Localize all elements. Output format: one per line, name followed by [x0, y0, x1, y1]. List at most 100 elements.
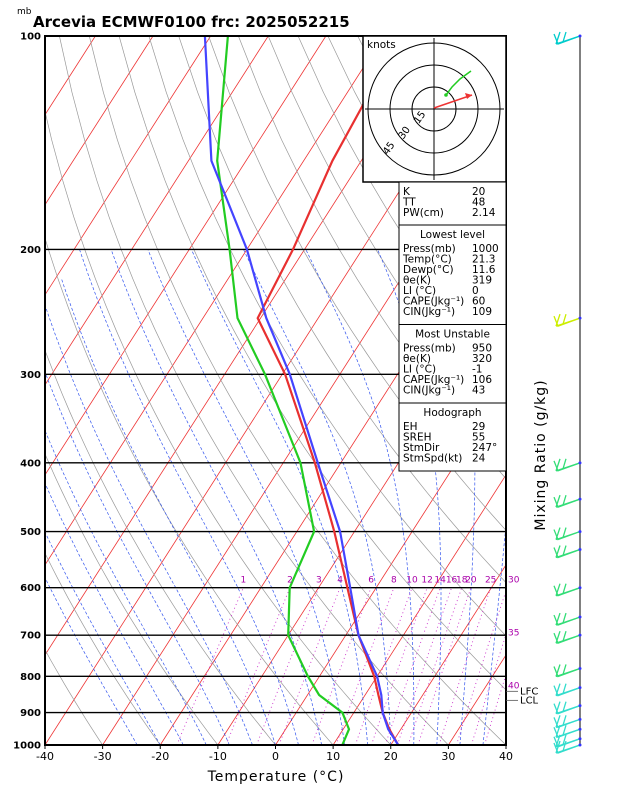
table-label: Press(mb): [403, 243, 456, 255]
table-value: 320: [472, 353, 492, 365]
table-label: StmDir: [403, 442, 440, 454]
y-tick-label: 600: [20, 583, 41, 594]
wind-barb-dot: [578, 615, 582, 619]
isotherm-line: [45, 36, 384, 566]
hodograph-trace: [445, 70, 472, 96]
dry-adiabat-line: [45, 649, 103, 745]
moist-adiabat-line: [45, 370, 230, 745]
table-label: CAPE(Jkg⁻¹): [403, 296, 464, 308]
wind-barb-staff: [555, 587, 581, 597]
x-tick-label: 0: [272, 750, 279, 763]
mixing-ratio-line: [311, 587, 372, 745]
plot-area: [45, 36, 506, 745]
x-tick-label: -40: [36, 750, 54, 763]
wind-barb-flag: [555, 527, 561, 540]
wind-barb-dot: [578, 704, 582, 708]
moist-adiabat-line: [45, 429, 207, 745]
mixing-ratio-label: 40: [508, 682, 520, 692]
mixing-ratio-label: 18: [456, 576, 468, 586]
x-tick-label: 10: [326, 750, 340, 763]
dry-adiabat-line: [45, 236, 334, 745]
dry-adiabat-line: [178, 36, 506, 584]
table-value: 21.3: [472, 254, 495, 266]
wind-barb-flag: [555, 715, 561, 728]
table-value: 319: [472, 275, 492, 287]
wind-barb-staff: [555, 35, 581, 45]
moist-adiabat-line: [191, 249, 369, 745]
table-label: Press(mb): [403, 343, 456, 355]
mixing-ratio-label: 30: [508, 576, 520, 586]
isotherm-line: [390, 564, 506, 745]
y-tick-label: 100: [20, 32, 41, 43]
isotherm-line: [45, 36, 211, 296]
table-label: θe(K): [403, 353, 431, 365]
table-value: 60: [472, 296, 485, 308]
wind-barb-flag: [562, 612, 567, 624]
wind-barb-flag: [555, 725, 561, 738]
isotherm-line: [159, 204, 506, 745]
mixing-ratio-line: [407, 587, 463, 745]
wind-barb-dot: [578, 743, 582, 747]
wind-barb-flag: [562, 701, 567, 712]
profile-dewpoint: [216, 36, 351, 745]
moist-adiabat-line: [110, 249, 322, 745]
moist-adiabat-line: [45, 531, 161, 745]
mixing-ratio-label: 3: [316, 576, 322, 586]
wind-barb-dot: [578, 737, 582, 741]
wind-barb-staff: [555, 548, 581, 559]
table-value: 106: [472, 374, 492, 386]
wind-barb-flag: [562, 740, 567, 752]
wind-barb-flag: [555, 701, 561, 714]
table-label: θe(K): [403, 275, 431, 287]
moist-adiabat-line: [45, 576, 138, 745]
profile-parcel: [203, 36, 400, 745]
table-value: -1: [472, 364, 482, 376]
table-value: 950: [472, 343, 492, 355]
wind-barb-dot: [578, 497, 582, 501]
table-box: [398, 181, 507, 226]
y-axis-label: Mixing Ratio (g/kg): [533, 379, 549, 530]
isotherm-line: [332, 474, 506, 745]
wind-barb-flag: [555, 458, 561, 472]
moist-adiabat-line: [45, 482, 184, 745]
wind-barb-flag: [562, 683, 567, 694]
mixing-ratio-line: [470, 633, 506, 745]
dry-adiabat-line: [45, 349, 276, 745]
wind-barb-staff: [555, 530, 581, 541]
mixing-ratio-label: 4: [337, 576, 343, 586]
wind-barb-dot: [578, 686, 582, 690]
wind-barb-staff: [555, 667, 581, 678]
hodograph-point: [444, 93, 448, 97]
mixing-ratio-label: 20: [465, 576, 477, 586]
y-tick-label: 300: [20, 370, 41, 381]
x-tick-label: 30: [441, 750, 455, 763]
mixing-ratio-label: 8: [391, 576, 397, 586]
wind-barb-staff: [555, 462, 581, 472]
dry-adiabat-line: [45, 109, 392, 745]
wind-barb-flag: [555, 734, 561, 747]
table-label: SREH: [403, 432, 432, 444]
y-tick-label: 800: [20, 672, 41, 683]
wind-barb-flag: [555, 664, 561, 677]
y-unit-label: mb: [17, 7, 32, 17]
wind-barb-flag: [555, 583, 561, 596]
mixing-ratio-label: 14: [434, 576, 446, 586]
storm-motion-vector: [433, 94, 473, 109]
wind-barb-staff: [555, 616, 581, 626]
wind-barb-flag: [555, 740, 561, 754]
table-label: CIN(Jkg⁻¹): [403, 385, 455, 397]
wind-barb-staff: [555, 634, 581, 644]
isotherm-line: [45, 36, 327, 476]
y-tick-label: 400: [20, 458, 41, 469]
table-label: K: [403, 186, 411, 198]
table-label: CIN(Jkg⁻¹): [403, 306, 455, 318]
y-tick-label: 900: [20, 708, 41, 719]
mixing-ratio-label: 12: [421, 576, 432, 586]
table-value: 1000: [472, 243, 499, 255]
level-label: LCL: [520, 695, 539, 706]
mixing-ratio-label: 16: [446, 576, 458, 586]
table-value: 2.14: [472, 207, 496, 219]
wind-barb-staff: [555, 744, 581, 754]
